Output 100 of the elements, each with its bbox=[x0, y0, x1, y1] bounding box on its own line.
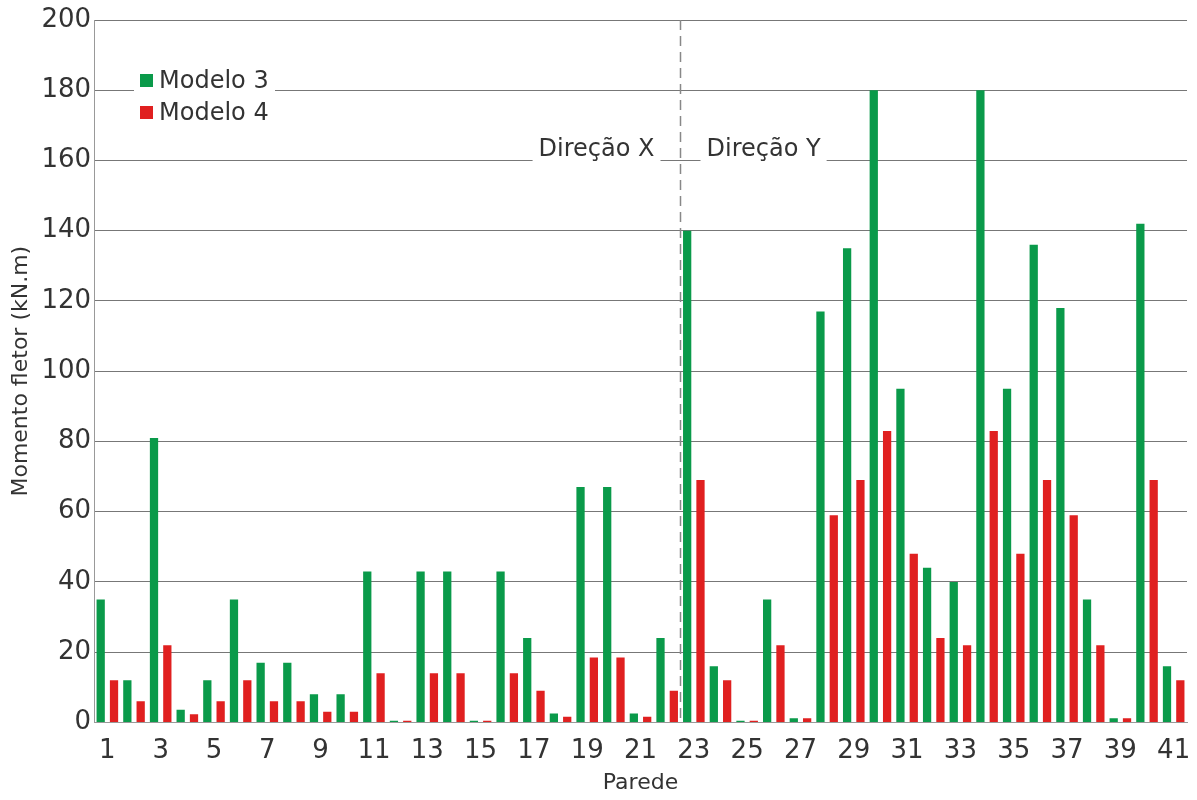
bar bbox=[269, 701, 279, 722]
bar bbox=[842, 248, 852, 722]
x-tick-label: 17 bbox=[517, 733, 551, 764]
x-axis-title: Parede bbox=[602, 768, 679, 794]
bar bbox=[922, 567, 932, 722]
bar bbox=[363, 571, 372, 722]
bar bbox=[589, 657, 598, 722]
bar bbox=[336, 694, 345, 722]
bar bbox=[309, 694, 319, 722]
x-tick-label: 3 bbox=[152, 733, 169, 764]
y-tick-label: 160 bbox=[41, 143, 92, 174]
bar bbox=[283, 662, 292, 722]
bar bbox=[882, 430, 892, 722]
bar bbox=[496, 571, 505, 722]
y-tick-label: 40 bbox=[57, 564, 92, 595]
bar bbox=[549, 713, 559, 722]
bar bbox=[776, 645, 785, 722]
bar bbox=[1016, 553, 1025, 722]
bar bbox=[229, 599, 239, 722]
bar bbox=[163, 645, 172, 722]
x-tick-label: 15 bbox=[464, 733, 498, 764]
y-tick-label: 20 bbox=[57, 634, 92, 665]
x-tick-label: 23 bbox=[677, 733, 711, 764]
y-tick-label: 180 bbox=[41, 72, 92, 103]
bar bbox=[1069, 515, 1078, 722]
bar bbox=[856, 480, 865, 722]
x-tick-label: 25 bbox=[730, 733, 764, 764]
bar bbox=[216, 701, 225, 722]
bar bbox=[789, 718, 798, 722]
legend-label: Modelo 4 bbox=[159, 98, 269, 126]
x-tick-label: 29 bbox=[837, 733, 871, 764]
bar bbox=[1002, 388, 1012, 722]
bar bbox=[376, 673, 385, 722]
x-tick-label: 1 bbox=[99, 733, 116, 764]
x-tick-label: 21 bbox=[623, 733, 658, 764]
bar bbox=[1176, 680, 1185, 722]
bar bbox=[323, 711, 332, 722]
bar bbox=[243, 680, 252, 722]
bar bbox=[869, 90, 878, 722]
bar bbox=[989, 430, 998, 722]
bar bbox=[829, 515, 838, 722]
bar bbox=[256, 662, 265, 722]
bar bbox=[1109, 718, 1118, 722]
bar bbox=[1056, 307, 1065, 722]
bar bbox=[1136, 223, 1145, 722]
x-tick-label: 19 bbox=[570, 733, 604, 764]
annotation: Direção Y bbox=[706, 134, 821, 163]
bar bbox=[683, 230, 692, 722]
bar bbox=[629, 713, 638, 722]
x-tick-label: 5 bbox=[205, 733, 223, 764]
bar bbox=[176, 709, 185, 722]
y-tick-label: 0 bbox=[74, 705, 92, 736]
bar bbox=[456, 673, 465, 722]
bar bbox=[416, 571, 425, 722]
y-tick-label: 120 bbox=[41, 283, 92, 314]
annotation: Direção X bbox=[538, 134, 655, 163]
x-tick-label: 33 bbox=[943, 733, 977, 764]
bar bbox=[509, 673, 519, 722]
bar bbox=[616, 657, 625, 722]
bar bbox=[962, 645, 972, 722]
x-tick-label: 31 bbox=[890, 733, 924, 764]
bar bbox=[723, 680, 732, 722]
bar bbox=[816, 311, 825, 722]
bar bbox=[1082, 599, 1092, 722]
bar bbox=[949, 581, 958, 722]
bar bbox=[802, 718, 812, 722]
legend-label: Modelo 3 bbox=[159, 66, 269, 94]
bar bbox=[349, 711, 359, 722]
bar bbox=[976, 90, 985, 722]
bar bbox=[1042, 480, 1052, 722]
bar bbox=[563, 716, 572, 722]
x-tick-label: 7 bbox=[259, 733, 276, 764]
bar bbox=[1096, 645, 1105, 722]
x-tick-label: 13 bbox=[410, 733, 444, 764]
bar bbox=[763, 599, 772, 722]
y-tick-label: 200 bbox=[41, 2, 92, 33]
bar bbox=[669, 690, 678, 722]
x-tick-label: 27 bbox=[783, 733, 818, 764]
bar bbox=[1149, 480, 1158, 722]
bar bbox=[1029, 244, 1038, 722]
x-tick-label: 39 bbox=[1103, 733, 1137, 764]
bar bbox=[896, 388, 905, 722]
x-tick-label: 11 bbox=[357, 733, 391, 764]
bar bbox=[603, 487, 612, 722]
bar bbox=[136, 701, 145, 722]
x-tick-label: 35 bbox=[997, 733, 1031, 764]
x-tick-label: 37 bbox=[1050, 733, 1084, 764]
bar bbox=[149, 437, 159, 722]
bar bbox=[1122, 718, 1132, 722]
bar bbox=[109, 680, 119, 722]
bar bbox=[429, 673, 439, 722]
bar bbox=[709, 666, 718, 722]
bar bbox=[123, 680, 132, 722]
y-tick-label: 60 bbox=[57, 494, 92, 525]
bar bbox=[643, 716, 652, 722]
x-tick-label: 9 bbox=[312, 733, 329, 764]
bar bbox=[696, 480, 705, 722]
bar bbox=[296, 701, 305, 722]
y-tick-label: 140 bbox=[41, 213, 92, 244]
bar bbox=[96, 599, 105, 722]
